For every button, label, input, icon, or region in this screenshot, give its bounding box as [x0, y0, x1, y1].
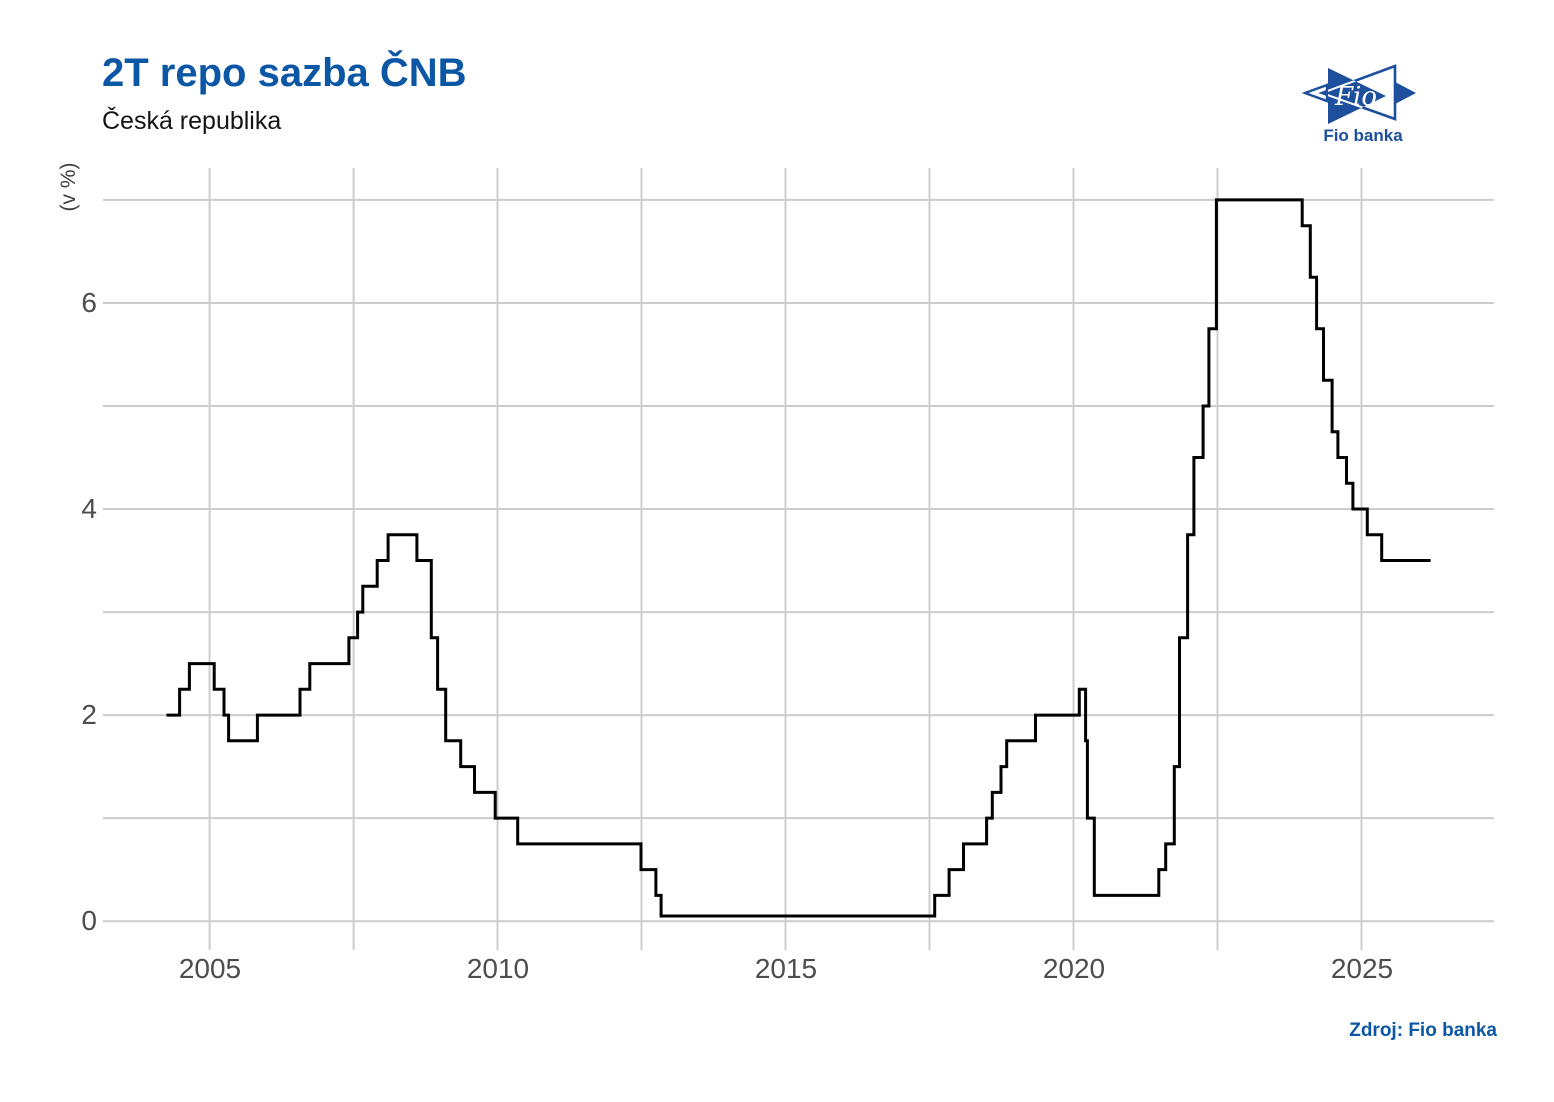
y-tick-label: 0: [81, 905, 97, 936]
page-title: 2T repo sazba ČNB: [102, 51, 467, 95]
fio-logo-right-arrow-icon: [1395, 82, 1416, 104]
x-tick-label: 2025: [1330, 953, 1394, 984]
y-tick-label: 6: [81, 287, 97, 318]
source-credit: Zdroj: Fio banka: [1349, 1020, 1497, 1041]
repo-rate-line: [166, 198, 1431, 918]
x-tick-label: 2010: [466, 953, 530, 984]
y-tick-label: 2: [81, 699, 97, 730]
x-tick-label: 2020: [1042, 953, 1106, 984]
fio-logo-solid-triangle-icon: [1328, 68, 1386, 124]
page-subtitle: Česká republika: [102, 107, 282, 135]
fio-logo-wordmark: Fio: [1334, 82, 1377, 112]
fio-logo-left-arrow-icon: [1301, 83, 1329, 103]
x-tick-label: 2015: [754, 953, 818, 984]
x-tick-label: 2005: [178, 953, 242, 984]
fio-logo-caption: Fio banka: [1323, 126, 1403, 145]
y-tick-label: 4: [81, 493, 97, 524]
fio-logo: Fio: [1301, 64, 1416, 124]
